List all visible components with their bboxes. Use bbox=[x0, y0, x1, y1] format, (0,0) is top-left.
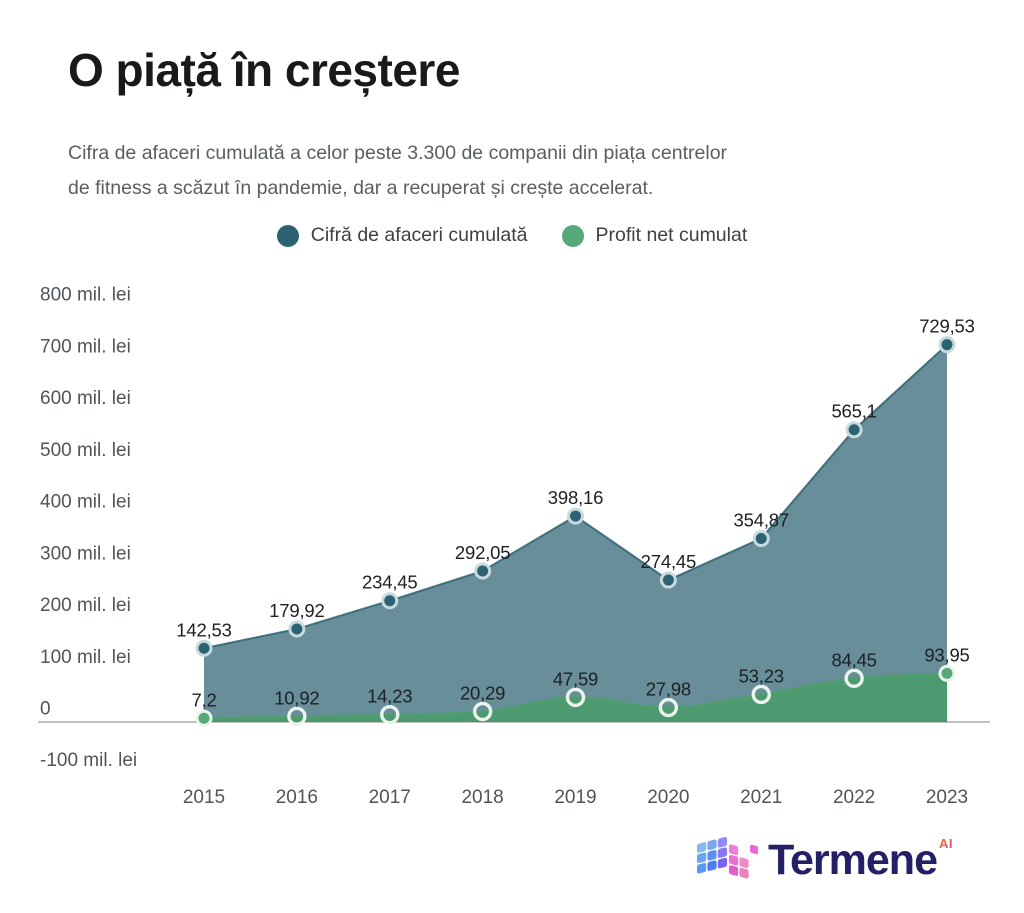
y-axis-tick-label: 0 bbox=[40, 699, 51, 720]
data-point-label: 142,53 bbox=[176, 619, 231, 640]
termene-cube-icon bbox=[696, 837, 758, 879]
turnover-area bbox=[204, 344, 947, 722]
y-axis-tick-label: 300 mil. lei bbox=[40, 543, 131, 564]
x-axis-label: 2023 bbox=[926, 787, 968, 808]
page-title: O piață în creștere bbox=[68, 44, 460, 96]
data-point-label: 47,59 bbox=[553, 668, 598, 689]
subtitle-line-2: de fitness a scăzut în pandemie, dar a r… bbox=[68, 177, 654, 199]
data-point-label: 274,45 bbox=[641, 551, 696, 572]
x-axis-label: 2015 bbox=[183, 787, 225, 808]
data-point-label: 292,05 bbox=[455, 542, 510, 563]
page-subtitle: Cifra de afaceri cumulată a celor peste … bbox=[68, 136, 727, 206]
data-point-label: 234,45 bbox=[362, 572, 417, 593]
termene-logo: Termene AI bbox=[692, 826, 962, 894]
legend-item-turnover: Cifră de afaceri cumulată bbox=[276, 224, 528, 247]
data-point-marker bbox=[938, 336, 956, 354]
data-point-label: 27,98 bbox=[646, 679, 691, 700]
data-point-marker bbox=[287, 706, 307, 727]
legend-item-profit: Profit net cumulat bbox=[561, 224, 748, 247]
data-point-marker bbox=[195, 639, 213, 657]
y-axis-tick-label: 100 mil. lei bbox=[40, 647, 131, 668]
data-point-marker bbox=[845, 421, 863, 439]
data-point-label: 10,92 bbox=[274, 687, 319, 708]
legend-label-turnover: Cifră de afaceri cumulată bbox=[310, 224, 528, 246]
y-axis-tick-label: 700 mil. lei bbox=[40, 336, 131, 357]
data-point-marker bbox=[381, 592, 399, 610]
brand-wordmark: Termene bbox=[767, 836, 938, 884]
data-point-marker bbox=[567, 507, 584, 525]
y-axis-tick-label: 400 mil. lei bbox=[40, 492, 131, 513]
data-point-label: 179,92 bbox=[269, 600, 324, 621]
x-axis-label: 2021 bbox=[740, 787, 782, 808]
x-axis-label: 2019 bbox=[554, 787, 596, 808]
brand-ai-text: AI bbox=[939, 836, 953, 851]
data-point-marker bbox=[659, 571, 677, 589]
data-point-label: 729,53 bbox=[919, 316, 974, 337]
y-axis-tick-label: 200 mil. lei bbox=[40, 595, 131, 616]
y-axis-tick-label: 500 mil. lei bbox=[40, 440, 131, 461]
chart-legend: Cifră de afaceri cumulată Profit net cum… bbox=[0, 224, 1024, 247]
y-axis-tick-label: 600 mil. lei bbox=[40, 388, 131, 409]
data-point-label: 93,95 bbox=[924, 644, 969, 665]
data-point-label: 53,23 bbox=[739, 665, 784, 686]
x-axis-label: 2022 bbox=[833, 787, 875, 808]
data-point-label: 565,1 bbox=[831, 401, 876, 422]
subtitle-line-1: Cifra de afaceri cumulată a celor peste … bbox=[68, 142, 728, 164]
data-point-marker bbox=[288, 620, 306, 638]
data-point-marker bbox=[474, 562, 492, 580]
data-point-label: 398,16 bbox=[548, 487, 603, 508]
data-point-marker bbox=[844, 668, 864, 689]
x-axis-label: 2016 bbox=[276, 787, 318, 808]
profit-line bbox=[203, 672, 948, 720]
x-axis-label: 2020 bbox=[647, 787, 689, 808]
x-axis-label: 2018 bbox=[461, 787, 503, 808]
brand-ai-superscript: AI bbox=[939, 836, 953, 851]
y-axis-tick-label: -100 mil. lei bbox=[40, 750, 137, 771]
data-point-marker bbox=[195, 709, 213, 727]
data-point-label: 354,87 bbox=[734, 509, 789, 530]
data-point-label: 7,2 bbox=[191, 689, 216, 710]
data-point-marker bbox=[472, 701, 493, 722]
legend-label-profit: Profit net cumulat bbox=[595, 224, 748, 246]
data-point-label: 20,29 bbox=[460, 683, 505, 704]
data-point-marker bbox=[938, 664, 956, 682]
data-point-marker bbox=[565, 687, 586, 708]
legend-marker-profit-icon bbox=[561, 224, 584, 247]
data-point-marker bbox=[658, 697, 679, 718]
data-point-label: 84,45 bbox=[831, 649, 876, 670]
data-point-marker bbox=[751, 684, 771, 705]
x-axis-label: 2017 bbox=[369, 787, 411, 808]
y-axis-tick-label: 800 mil. lei bbox=[40, 285, 131, 306]
data-point-marker bbox=[752, 529, 770, 547]
legend-marker-turnover-icon bbox=[276, 224, 299, 247]
data-point-marker bbox=[380, 704, 400, 725]
data-point-label: 14,23 bbox=[367, 686, 412, 707]
